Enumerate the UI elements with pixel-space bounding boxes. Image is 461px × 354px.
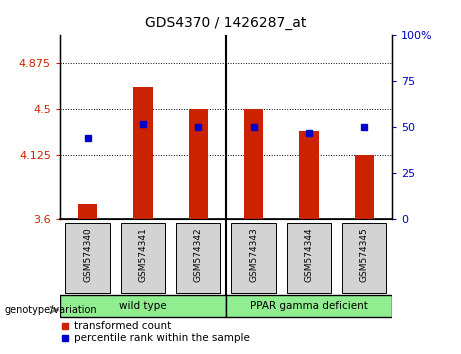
Bar — [355, 155, 374, 219]
FancyBboxPatch shape — [60, 295, 226, 318]
FancyBboxPatch shape — [65, 223, 110, 293]
Text: genotype/variation: genotype/variation — [5, 305, 97, 315]
Text: wild type: wild type — [119, 301, 167, 311]
FancyBboxPatch shape — [121, 223, 165, 293]
Title: GDS4370 / 1426287_at: GDS4370 / 1426287_at — [145, 16, 307, 30]
Bar — [78, 204, 97, 219]
FancyBboxPatch shape — [287, 223, 331, 293]
FancyBboxPatch shape — [226, 295, 392, 318]
Bar — [244, 109, 263, 219]
FancyBboxPatch shape — [231, 223, 276, 293]
FancyBboxPatch shape — [342, 223, 386, 293]
Text: GSM574340: GSM574340 — [83, 227, 92, 282]
Text: PPAR gamma deficient: PPAR gamma deficient — [250, 301, 368, 311]
Bar — [133, 87, 153, 219]
Text: transformed count: transformed count — [74, 321, 171, 331]
FancyBboxPatch shape — [176, 223, 220, 293]
Text: GSM574344: GSM574344 — [304, 227, 313, 282]
Text: percentile rank within the sample: percentile rank within the sample — [74, 333, 250, 343]
Text: GSM574341: GSM574341 — [138, 227, 148, 282]
Text: GSM574343: GSM574343 — [249, 227, 258, 282]
Bar — [189, 109, 208, 219]
Bar — [299, 131, 319, 219]
Text: GSM574342: GSM574342 — [194, 227, 203, 282]
Text: GSM574345: GSM574345 — [360, 227, 369, 282]
